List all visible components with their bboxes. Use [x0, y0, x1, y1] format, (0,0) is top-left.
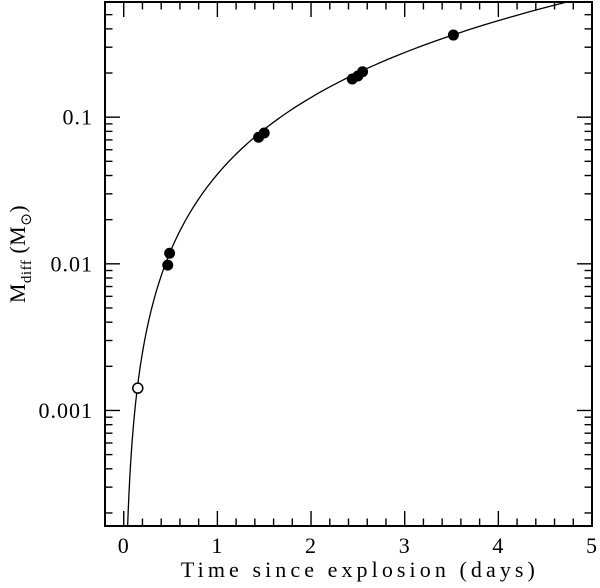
plot-frame: [104, 1, 593, 527]
open-data-point: [132, 382, 144, 394]
y-tick-label: 0.1: [63, 105, 94, 130]
y-axis-ticks: [105, 13, 592, 514]
x-tick-label: 4: [492, 533, 504, 558]
data-point: [258, 127, 270, 139]
sun-symbol: ⊙: [17, 213, 35, 226]
y-axis-title: Mdiff (M⊙): [5, 205, 35, 303]
x-tick-label: 5: [586, 533, 598, 558]
y-tick-label: 0.001: [39, 398, 94, 423]
x-axis-title: Time since explosion (days): [181, 557, 535, 582]
x-axis-ticks: [123, 2, 574, 526]
data-point: [447, 29, 459, 41]
svg-text:Mdiff (M⊙): Mdiff (M⊙): [5, 205, 35, 303]
x-tick-label: 2: [305, 533, 317, 558]
x-tick-label: 3: [399, 533, 411, 558]
data-point: [162, 259, 174, 271]
x-tick-label: 0: [118, 533, 130, 558]
y-tick-label: 0.01: [51, 251, 94, 276]
data-point: [164, 247, 176, 259]
data-point: [357, 66, 369, 78]
x-tick-label: 1: [211, 533, 223, 558]
